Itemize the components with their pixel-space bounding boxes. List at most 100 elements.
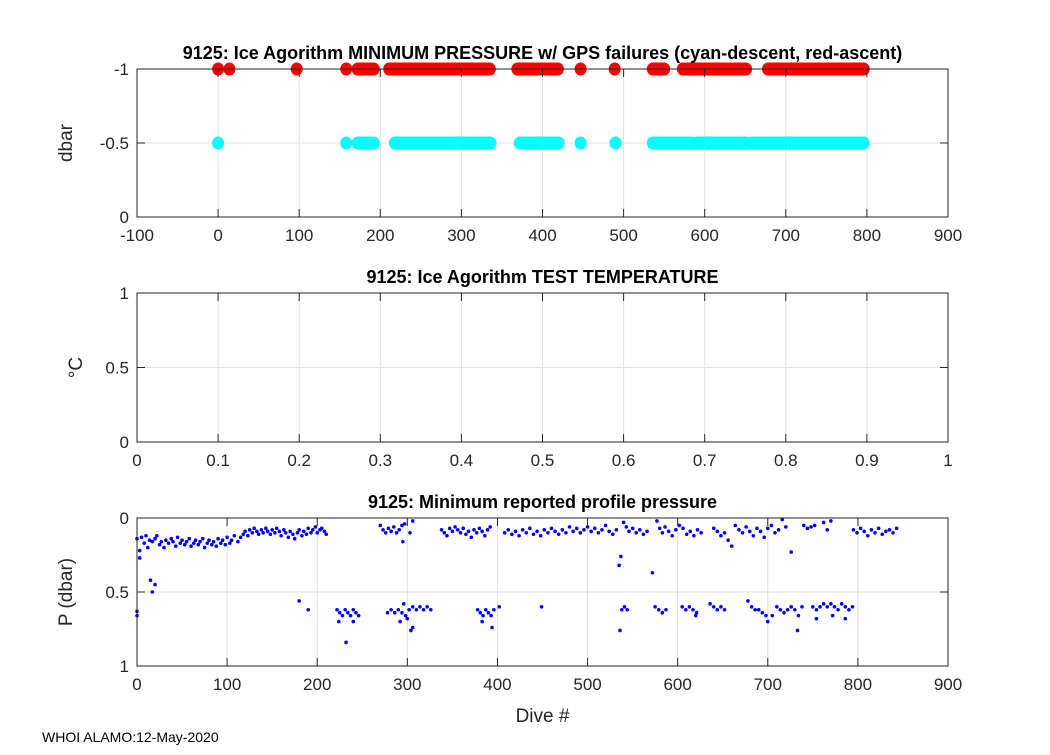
data-point [553,529,557,534]
data-point [769,523,774,528]
data-point [805,526,810,531]
data-point [477,526,482,531]
data-point [166,541,171,545]
data-point [560,528,565,532]
data-point [746,599,750,603]
data-point [255,529,259,534]
data-point [447,526,452,531]
data-point [497,605,502,609]
data-point [211,539,216,544]
data-point [223,542,228,547]
data-point [137,548,142,553]
data-point [392,525,396,529]
data-point [428,607,433,612]
x-tick-label: 0.1 [206,451,230,470]
data-point [692,533,696,538]
x-tick-label: 0.2 [287,451,311,470]
data-point [292,536,297,541]
data-point [830,613,835,618]
x-tick-label: 400 [528,226,556,245]
data-point [348,613,353,618]
data-point [392,610,397,615]
data-point [622,605,627,609]
subplot-ice-min-pressure: -100 0 100 200 300 400 500 600 700 800 900-1-0.509… [56,43,962,245]
data-point [785,607,790,612]
data-point [825,528,830,532]
data-point [410,605,415,609]
data-point [531,532,536,537]
data-point [442,531,447,535]
data-point [862,529,866,534]
data-point [539,605,544,609]
x-tick-label: 100 [285,226,313,245]
data-point [169,536,174,541]
data-point [398,619,402,624]
data-point [159,539,164,544]
data-point [259,528,264,532]
data-point [324,532,329,537]
data-point [596,531,601,535]
data-point [780,517,784,522]
data-point [337,619,341,624]
data-point [171,539,175,544]
data-point [486,610,491,615]
data-point [811,605,815,609]
data-point [876,526,881,531]
data-point [670,533,675,538]
data-point [309,531,313,535]
data-point-descent [340,136,353,150]
data-point [773,531,777,535]
data-point [843,605,848,609]
data-point [645,529,649,534]
data-point [150,590,155,594]
x-tick-label: 600 [663,675,691,694]
data-point [283,531,288,535]
data-point [749,605,754,609]
x-tick-label: 900 [934,226,962,245]
data-point [155,533,159,538]
data-point [747,529,752,534]
data-point [489,613,493,618]
data-point [660,610,665,615]
x-tick-label: 200 [366,226,394,245]
data-point [627,529,631,534]
data-point [300,533,304,538]
data-point [175,535,180,540]
data-point [776,528,781,532]
data-point [851,528,856,532]
data-point [381,528,385,532]
y-axis-label: °C [66,357,87,378]
data-point [795,628,800,633]
x-tick-label: 300 [447,226,475,245]
data-point [585,525,590,529]
data-point [297,528,302,532]
data-point [571,529,575,534]
x-tick-label: 500 [573,675,601,694]
data-point [680,605,684,609]
data-point [265,529,270,534]
y-tick-label: 0 [120,509,129,528]
data-point [891,531,895,535]
footer-stamp: WHOI ALAMO:12-May-2020 [42,729,219,745]
data-point [153,536,157,541]
data-point [385,610,390,615]
data-point [715,607,720,612]
data-point [524,531,529,535]
data-point [619,607,624,612]
data-point [490,625,494,630]
x-tick-label: 0.5 [531,451,555,470]
data-point [674,528,678,532]
data-point [800,605,804,609]
data-point [729,544,734,548]
data-point [600,528,604,532]
data-point [469,535,474,540]
data-point [389,529,393,534]
data-point [306,607,311,612]
x-tick-label: -100 [120,226,154,245]
data-point [517,533,521,538]
data-point [708,602,712,606]
data-point [191,541,196,545]
data-point [722,531,727,535]
data-point [397,528,402,532]
